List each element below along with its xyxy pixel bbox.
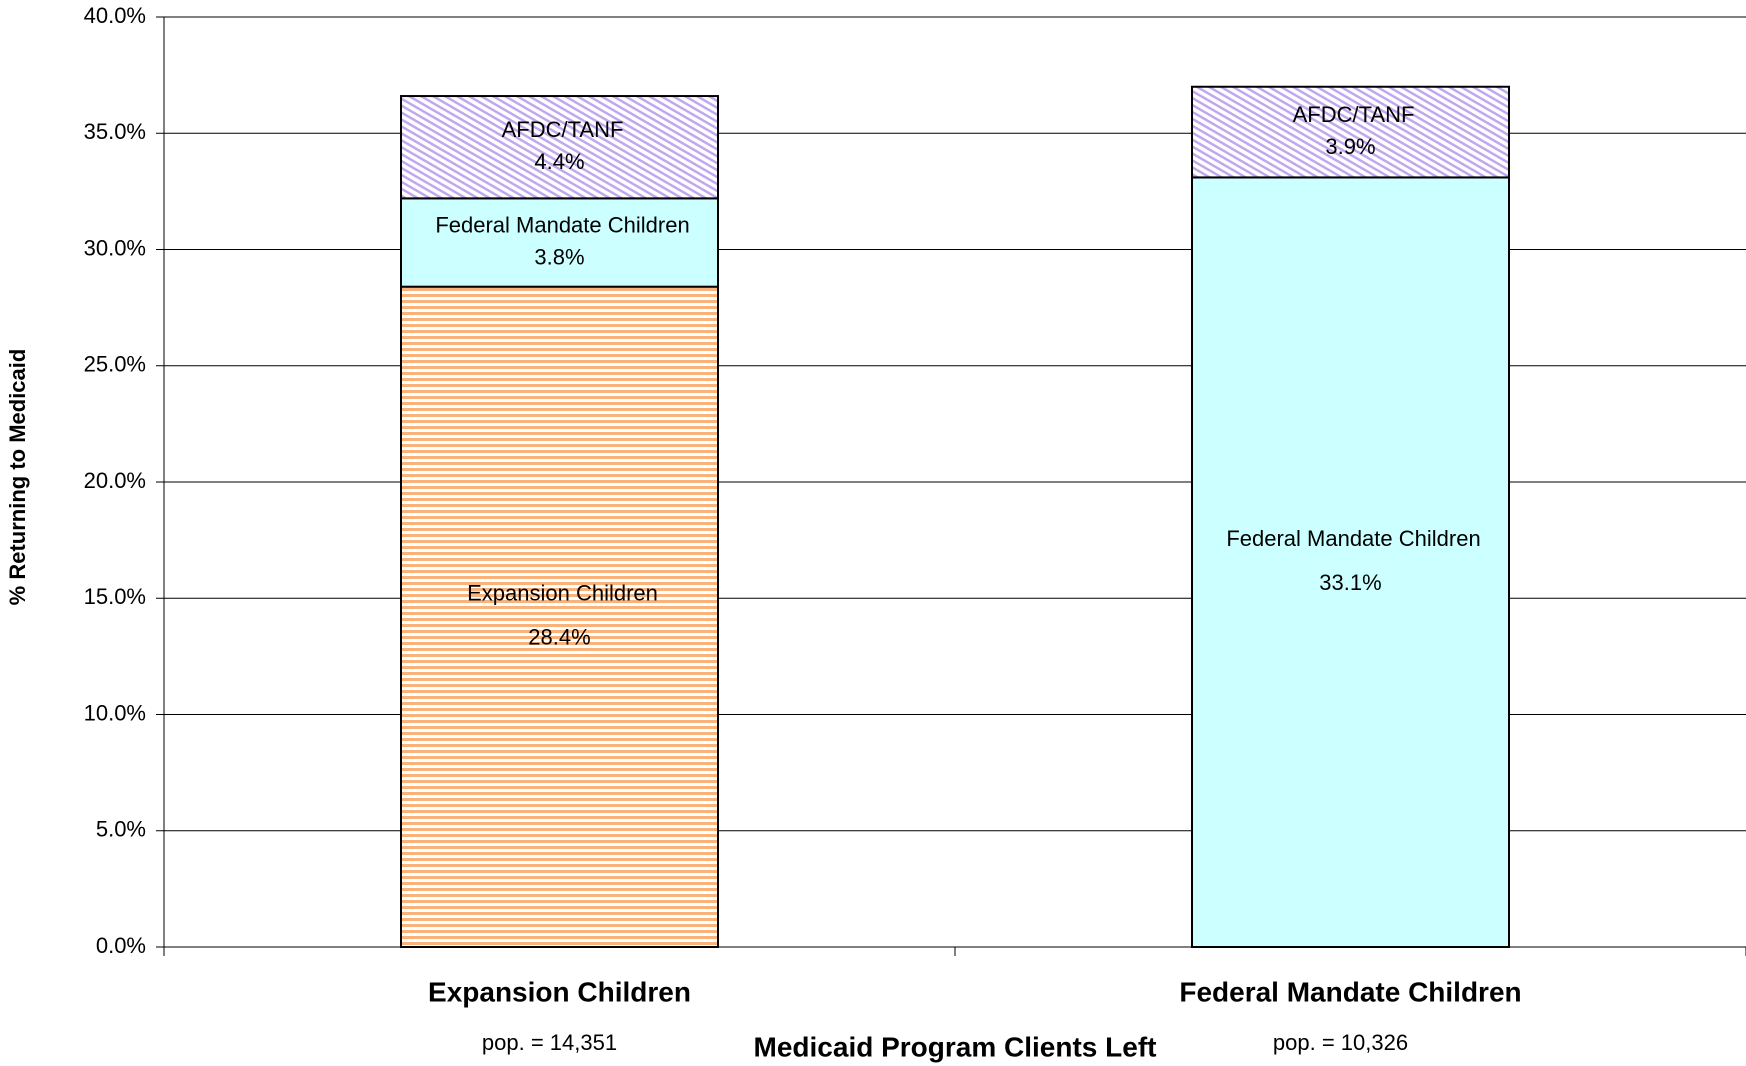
segment-name: AFDC/TANF <box>502 117 624 142</box>
bar-segment <box>1191 85 1510 179</box>
data-label: 28.4% <box>528 625 590 650</box>
y-tick-label: 0.0% <box>96 933 146 958</box>
segment-name: Federal Mandate Children <box>1226 526 1480 551</box>
data-label: 4.4% <box>534 149 584 174</box>
y-tick-label: 30.0% <box>84 235 146 260</box>
category-note: pop. = 10,326 <box>1273 1030 1408 1055</box>
data-label: 33.1% <box>1319 570 1381 595</box>
y-tick-label: 20.0% <box>84 468 146 493</box>
x-tick-label: Expansion Children <box>428 976 691 1007</box>
bar-segment <box>400 95 719 200</box>
segment-name: Federal Mandate Children <box>435 212 689 237</box>
x-axis-title: Medicaid Program Clients Left <box>754 1031 1157 1062</box>
x-tick-label: Federal Mandate Children <box>1179 976 1521 1007</box>
y-tick-label: 25.0% <box>84 352 146 377</box>
category-note: pop. = 14,351 <box>482 1030 617 1055</box>
bar-segment <box>1191 176 1510 949</box>
y-tick-label: 35.0% <box>84 119 146 144</box>
y-axis-title: % Returning to Medicaid <box>5 349 30 606</box>
bar-segment <box>400 197 719 288</box>
data-label: 3.9% <box>1325 134 1375 159</box>
bar-segment <box>400 285 719 948</box>
y-tick-label: 10.0% <box>84 700 146 725</box>
segment-name: Expansion Children <box>467 581 658 606</box>
segment-name: AFDC/TANF <box>1293 102 1415 127</box>
data-label: 3.8% <box>534 244 584 269</box>
y-tick-label: 15.0% <box>84 584 146 609</box>
y-tick-label: 40.0% <box>84 3 146 28</box>
y-tick-label: 5.0% <box>96 817 146 842</box>
